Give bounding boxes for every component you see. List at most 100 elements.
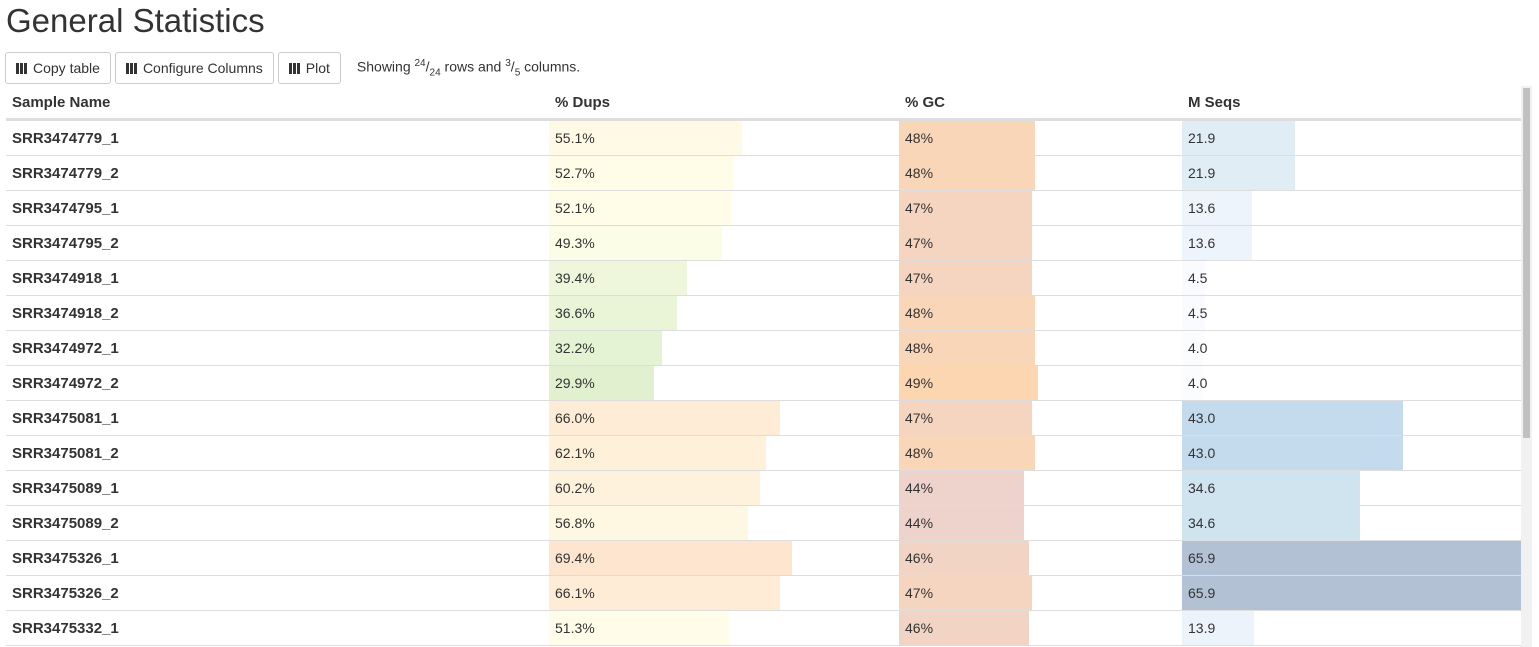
sample-name: SRR3474795_1 [12,199,119,217]
cell-value: 46% [905,550,934,566]
copy-button[interactable]: Copy table [5,52,111,84]
header-cell: M Seqs [1182,86,1521,118]
table-row: SRR3474972_2 29.9% 49% 4.0 [6,366,1521,401]
cell-value: 21.9 [1188,130,1216,146]
table-row: SRR3474779_1 55.1% 48% 21.9 [6,121,1521,156]
cell-value: 43.0 [1188,410,1216,426]
cell-value: 66.0% [555,410,595,426]
cell-value: 34.6 [1188,515,1216,531]
cell-value: 48% [905,445,934,461]
table-row: SRR3475089_1 60.2% 44% 34.6 [6,471,1521,506]
sample-name: SRR3474795_2 [12,234,119,252]
table-cell: 34.6 [1182,506,1521,540]
sample-name: SRR3474918_2 [12,304,119,322]
cell-value: 60.2% [555,480,595,496]
cell-value: 49% [905,375,934,391]
table-cell: 52.7% [549,156,899,190]
cell-value: 13.6 [1188,235,1216,251]
table-row: SRR3474779_2 52.7% 48% 21.9 [6,156,1521,191]
value-bar [549,611,729,645]
sample-name: SRR3475081_2 [12,444,119,462]
cell-value: 48% [905,130,934,146]
value-bar [549,401,780,435]
value-bar [899,506,1024,540]
scrollbar-thumb[interactable] [1523,88,1530,438]
cell-value: 69.4% [555,550,595,566]
table-row: SRR3474918_2 36.6% 48% 4.5 [6,296,1521,331]
table-row: SRR3475081_2 62.1% 48% 43.0 [6,436,1521,471]
table-cell: 47% [899,191,1182,225]
configure-button[interactable]: Configure Columns [114,52,274,84]
value-bar [1182,191,1252,225]
table-cell: 47% [899,576,1182,610]
rows-shown: 24 [414,57,426,69]
value-bar [549,156,734,190]
table-cell: SRR3475089_1 [6,471,549,505]
cell-value: 47% [905,585,934,601]
value-bar [549,191,732,225]
table-cell: SRR3475081_1 [6,401,549,435]
table-cell: 13.6 [1182,226,1521,260]
stats-table: Sample Name % Dups % GC M Seqs SRR3474779_1 5… [6,86,1521,646]
value-bar [549,226,722,260]
value-bar [899,331,1035,365]
cell-value: 4.0 [1188,375,1208,391]
table-cell: 13.9 [1182,611,1521,645]
value-bar [899,296,1035,330]
sample-name: SRR3474972_2 [12,374,119,392]
cell-value: 39.4% [555,270,595,286]
status-text: Showing 24/24 rows and 3/5 columns. [356,57,581,79]
table-cell: 47% [899,261,1182,295]
table-row: SRR3475326_1 69.4% 46% 65.9 [6,541,1521,576]
toolbar: Copy table Configure Columns Plot Showin… [5,52,580,84]
table-cell: 69.4% [549,541,899,575]
column-header: % Dups [555,93,611,111]
sample-name: SRR3475326_1 [12,549,119,567]
table-cell: 39.4% [549,261,899,295]
table-row: SRR3474918_1 39.4% 47% 4.5 [6,261,1521,296]
cell-value: 4.5 [1188,270,1208,286]
table-cell: 13.6 [1182,191,1521,225]
value-bar [1182,226,1252,260]
plot-button[interactable]: Plot [277,52,341,84]
cell-value: 65.9 [1188,550,1216,566]
table-cell: SRR3475081_2 [6,436,549,470]
status-middle: rows and [444,58,502,75]
value-bar [1182,436,1404,470]
cell-value: 48% [905,340,934,356]
value-bar [549,576,781,610]
table-cell: 48% [899,121,1182,155]
cols-total: 5 [514,67,521,79]
table-row: SRR3474972_1 32.2% 48% 4.0 [6,331,1521,366]
value-bar [899,366,1038,400]
table-cell: 44% [899,471,1182,505]
button-label: Configure Columns [142,60,263,76]
value-bar [1182,296,1206,330]
table-cell: SRR3475326_2 [6,576,549,610]
cell-value: 55.1% [555,130,595,146]
sample-name: SRR3474972_1 [12,339,119,357]
value-bar [1182,611,1254,645]
table-cell: 46% [899,611,1182,645]
cell-value: 29.9% [555,375,595,391]
value-bar [549,261,687,295]
value-bar [1182,121,1295,155]
column-header: % GC [905,93,946,111]
status-suffix: columns. [524,58,581,75]
table-cell: 60.2% [549,471,899,505]
table-cell: SRR3475326_1 [6,541,549,575]
cell-value: 62.1% [555,445,595,461]
cell-value: 47% [905,270,934,286]
column-header: M Seqs [1188,93,1241,111]
table-cell: 65.9 [1182,541,1521,575]
table-cell: 49.3% [549,226,899,260]
cell-value: 65.9 [1188,585,1216,601]
cell-value: 48% [905,305,934,321]
table-cell: 4.0 [1182,366,1521,400]
table-cell: 34.6 [1182,471,1521,505]
cell-value: 66.1% [555,585,595,601]
sample-name: SRR3474779_1 [12,129,119,147]
value-bar [899,401,1032,435]
table-cell: SRR3475332_1 [6,611,549,645]
table-cell: 48% [899,296,1182,330]
